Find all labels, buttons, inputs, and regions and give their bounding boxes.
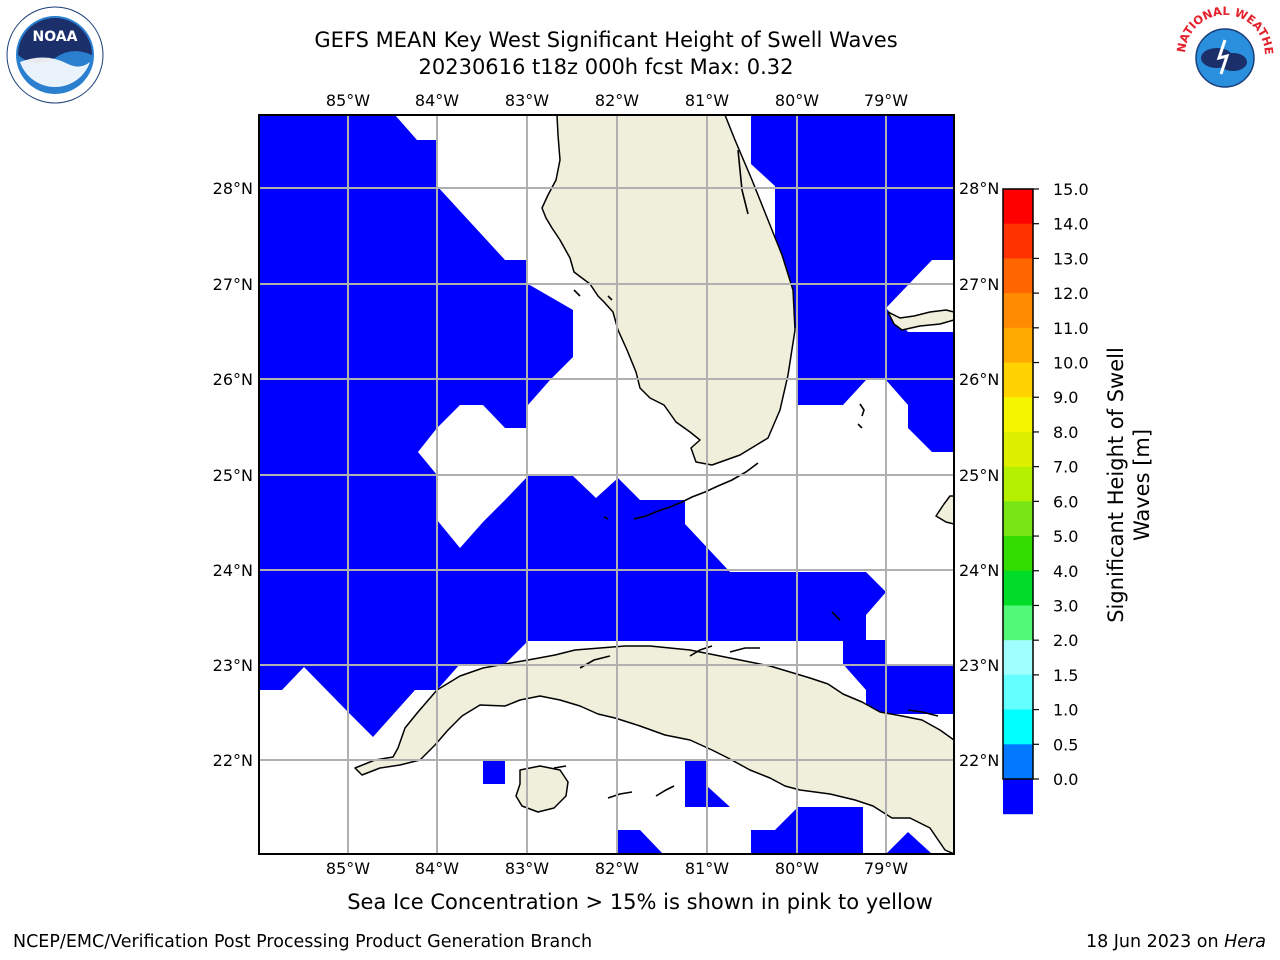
lat-label-right: 23°N xyxy=(959,656,999,675)
colorbar-swatch xyxy=(1003,674,1033,711)
lat-label-right: 25°N xyxy=(959,466,999,485)
lon-label-bottom: 82°W xyxy=(595,859,639,878)
lon-label-top: 82°W xyxy=(595,91,639,110)
colorbar-frame xyxy=(1002,188,1034,780)
lat-label-right: 22°N xyxy=(959,751,999,770)
colorbar-swatch xyxy=(1003,466,1033,502)
lon-label-top: 85°W xyxy=(326,91,370,110)
colorbar-tick-label: 0.5 xyxy=(1053,735,1078,754)
lat-label-right: 24°N xyxy=(959,561,999,580)
lon-label-top: 81°W xyxy=(685,91,729,110)
noaa-logo-text: NOAA xyxy=(33,29,78,45)
colorbar: 15.0 14.0 13.0 12.0 11.0 10.0 9.0 8.0 7.0 6.0 5.0 4… xyxy=(1002,180,1089,815)
lat-label-right: 27°N xyxy=(959,275,999,294)
noaa-logo-icon: NOAA xyxy=(6,6,104,104)
colorbar-swatch xyxy=(1003,570,1033,606)
lon-label-top: 83°W xyxy=(505,91,549,110)
colorbar-swatch xyxy=(1003,258,1033,294)
lat-label-left: 25°N xyxy=(213,466,253,485)
lon-label-top: 79°W xyxy=(864,91,908,110)
map-area xyxy=(259,115,954,854)
colorbar-title: Significant Height of Swell Waves [m] xyxy=(1104,347,1154,623)
colorbar-swatch xyxy=(1003,223,1033,259)
colorbar-title-line2: Waves [m] xyxy=(1130,429,1154,541)
bahamas-andros xyxy=(935,495,954,525)
colorbar-tick-label: 8.0 xyxy=(1053,423,1078,442)
colorbar-swatches xyxy=(1003,189,1033,815)
lat-label-left: 23°N xyxy=(213,656,253,675)
map-title: GEFS MEAN Key West Significant Height of… xyxy=(314,28,898,52)
map-gridlines xyxy=(259,115,954,854)
lon-label-bottom: 83°W xyxy=(505,859,549,878)
nws-logo-icon: NATIONAL WEATHER SERVICE xyxy=(1175,6,1275,102)
colorbar-tick-label: 5.0 xyxy=(1053,527,1078,546)
bahamas-grand-bahama xyxy=(887,309,954,331)
colorbar-tick-label: 14.0 xyxy=(1053,215,1089,234)
colorbar-swatch xyxy=(1003,293,1033,329)
colorbar-tick-label: 10.0 xyxy=(1053,354,1089,373)
colorbar-tick-label: 1.0 xyxy=(1053,701,1078,720)
land-masses xyxy=(354,115,954,854)
colorbar-tick-label: 13.0 xyxy=(1053,249,1089,268)
lat-label-left: 26°N xyxy=(213,370,253,389)
colorbar-swatch xyxy=(1003,431,1033,468)
lat-label-left: 24°N xyxy=(213,561,253,580)
lat-label-left: 28°N xyxy=(213,179,253,198)
colorbar-tick-label: 12.0 xyxy=(1053,284,1089,303)
colorbar-tick-label: 9.0 xyxy=(1053,388,1078,407)
colorbar-tick-label: 15.0 xyxy=(1053,180,1089,199)
colorbar-swatch xyxy=(1003,327,1033,364)
colorbar-swatch xyxy=(1003,709,1033,745)
colorbar-ticks: 15.0 14.0 13.0 12.0 11.0 10.0 9.0 8.0 7.0 6.0 5.0 4… xyxy=(1033,180,1089,789)
lon-label-bottom: 84°W xyxy=(415,859,459,878)
lon-label-top: 84°W xyxy=(415,91,459,110)
colorbar-tick-label: 0.0 xyxy=(1053,770,1078,789)
lat-label-right: 26°N xyxy=(959,370,999,389)
colorbar-tick-label: 1.5 xyxy=(1053,666,1078,685)
colorbar-swatch xyxy=(1003,779,1033,815)
colorbar-swatch xyxy=(1003,362,1033,398)
colorbar-swatch xyxy=(1003,640,1033,676)
colorbar-swatch xyxy=(1003,397,1033,433)
colorbar-swatch xyxy=(1003,536,1033,572)
colorbar-tick-label: 7.0 xyxy=(1053,458,1078,477)
lat-label-left: 27°N xyxy=(213,275,253,294)
lon-label-bottom: 81°W xyxy=(685,859,729,878)
colorbar-tick-label: 2.0 xyxy=(1053,631,1078,650)
cuba-landmass xyxy=(354,645,954,854)
colorbar-swatch xyxy=(1003,605,1033,641)
lon-label-bottom: 80°W xyxy=(775,859,819,878)
colorbar-tick-label: 4.0 xyxy=(1053,562,1078,581)
footer-date-text: 18 Jun 2023 on xyxy=(1085,932,1225,952)
footer-date: 18 Jun 2023 on Hera xyxy=(1086,932,1266,952)
lat-label-left: 22°N xyxy=(213,751,253,770)
colorbar-swatch xyxy=(1003,189,1033,225)
lon-label-bottom: 85°W xyxy=(326,859,370,878)
colorbar-tick-label: 3.0 xyxy=(1053,596,1078,615)
isla-juventud-landmass xyxy=(515,765,569,813)
colorbar-tick-label: 11.0 xyxy=(1053,319,1089,338)
colorbar-tick-label: 6.0 xyxy=(1053,492,1078,511)
map-frame xyxy=(258,114,955,855)
lon-label-bottom: 79°W xyxy=(864,859,908,878)
footer-producer: NCEP/EMC/Verification Post Processing Pr… xyxy=(13,932,593,952)
colorbar-swatch xyxy=(1003,501,1033,537)
colorbar-swatch xyxy=(1003,744,1033,780)
florida-landmass xyxy=(541,115,796,466)
islands-and-keys xyxy=(553,149,939,799)
footer-host: Hera xyxy=(1224,932,1266,952)
lon-label-top: 80°W xyxy=(775,91,819,110)
lat-label-right: 28°N xyxy=(959,179,999,198)
colorbar-title-line1: Significant Height of Swell xyxy=(1104,347,1128,623)
sea-ice-caption: Sea Ice Concentration > 15% is shown in … xyxy=(347,890,933,914)
map-subtitle: 20230616 t18z 000h fcst Max: 0.32 xyxy=(418,55,794,79)
